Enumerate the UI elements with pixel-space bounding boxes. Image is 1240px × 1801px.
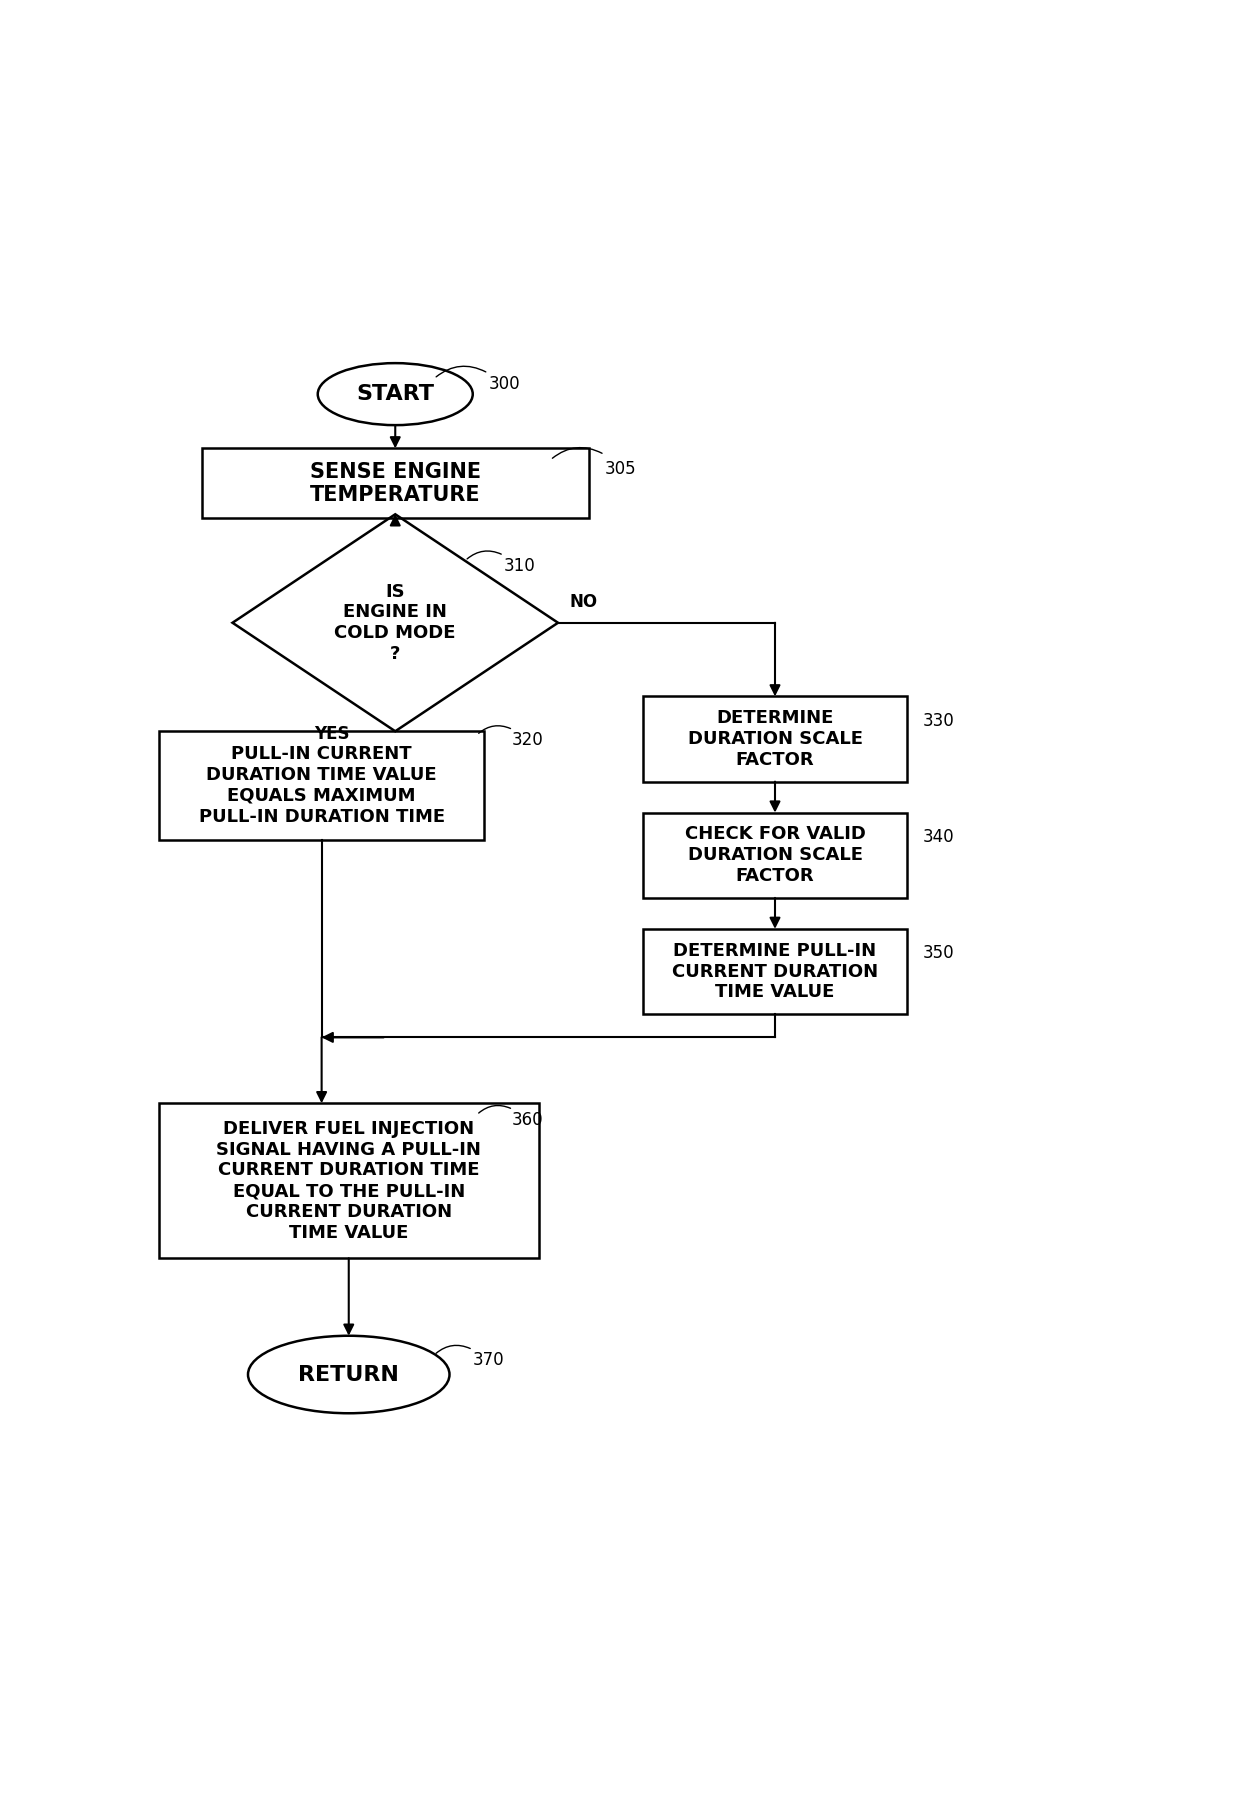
Text: 350: 350 (923, 944, 954, 962)
Text: YES: YES (314, 726, 350, 744)
Text: 310: 310 (503, 557, 536, 575)
Text: DETERMINE PULL-IN
CURRENT DURATION
TIME VALUE: DETERMINE PULL-IN CURRENT DURATION TIME … (672, 942, 878, 1001)
Text: 360: 360 (511, 1111, 543, 1129)
Text: RETURN: RETURN (299, 1365, 399, 1385)
Bar (644, 812, 906, 899)
Text: 320: 320 (511, 731, 543, 749)
Text: CHECK FOR VALID
DURATION SCALE
FACTOR: CHECK FOR VALID DURATION SCALE FACTOR (684, 825, 866, 884)
Text: 300: 300 (489, 375, 520, 393)
Text: NO: NO (569, 593, 598, 611)
Text: DELIVER FUEL INJECTION
SIGNAL HAVING A PULL-IN
CURRENT DURATION TIME
EQUAL TO TH: DELIVER FUEL INJECTION SIGNAL HAVING A P… (216, 1120, 481, 1241)
Text: 370: 370 (472, 1351, 505, 1369)
Bar (201, 448, 589, 519)
Text: DETERMINE
DURATION SCALE
FACTOR: DETERMINE DURATION SCALE FACTOR (687, 710, 863, 769)
Bar (644, 929, 906, 1014)
Bar (159, 731, 485, 839)
Text: 330: 330 (923, 711, 954, 729)
Bar (159, 1104, 538, 1259)
Bar (644, 697, 906, 782)
Text: IS
ENGINE IN
COLD MODE
?: IS ENGINE IN COLD MODE ? (335, 582, 456, 663)
Text: 340: 340 (923, 828, 954, 846)
Text: PULL-IN CURRENT
DURATION TIME VALUE
EQUALS MAXIMUM
PULL-IN DURATION TIME: PULL-IN CURRENT DURATION TIME VALUE EQUA… (198, 746, 445, 825)
Text: START: START (356, 384, 434, 403)
Text: SENSE ENGINE
TEMPERATURE: SENSE ENGINE TEMPERATURE (310, 461, 481, 504)
Text: 305: 305 (605, 459, 636, 477)
